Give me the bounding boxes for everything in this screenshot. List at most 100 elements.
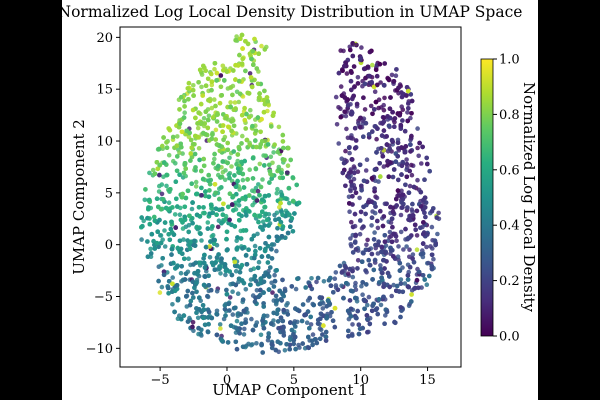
scatter-point	[276, 216, 282, 222]
scatter-point	[239, 61, 245, 67]
scatter-point	[344, 126, 349, 132]
scatter-point	[280, 212, 285, 218]
scatter-point	[242, 105, 247, 111]
scatter-point	[410, 252, 416, 257]
scatter-point	[155, 166, 161, 172]
scatter-point	[361, 95, 366, 100]
scatter-point	[221, 137, 226, 143]
scatter-point	[250, 123, 255, 129]
scatter-point	[187, 315, 192, 321]
scatter-point	[394, 203, 399, 208]
scatter-point	[372, 257, 378, 263]
scatter-point	[268, 265, 273, 270]
scatter-point	[225, 140, 230, 146]
scatter-point	[182, 204, 188, 210]
scatter-point	[345, 271, 351, 277]
scatter-point	[213, 137, 218, 142]
scatter-point	[413, 227, 419, 233]
scatter-point	[294, 182, 300, 188]
scatter-point	[243, 253, 249, 258]
scatter-point	[332, 305, 338, 311]
scatter-point	[219, 220, 224, 226]
scatter-point	[263, 153, 268, 159]
scatter-point	[306, 345, 312, 351]
scatter-point	[384, 201, 389, 207]
scatter-point	[251, 233, 257, 238]
scatter-point	[325, 298, 331, 303]
scatter-point	[213, 103, 218, 109]
scatter-point	[374, 150, 379, 155]
scatter-point	[164, 140, 169, 145]
scatter-point	[407, 168, 413, 174]
scatter-point	[408, 149, 413, 154]
scatter-point	[344, 71, 350, 76]
scatter-point	[364, 313, 370, 318]
scatter-point	[361, 66, 367, 72]
scatter-point	[239, 32, 245, 38]
scatter-point	[396, 244, 401, 249]
scatter-point	[410, 209, 415, 214]
scatter-point	[162, 220, 168, 225]
scatter-point	[351, 176, 357, 182]
scatter-point	[168, 226, 174, 232]
scatter-point	[387, 229, 393, 235]
scatter-point	[399, 145, 404, 150]
scatter-point	[249, 236, 255, 242]
scatter-point	[246, 208, 251, 214]
scatter-point	[386, 123, 392, 129]
scatter-point	[315, 321, 321, 326]
scatter-point	[340, 68, 345, 73]
scatter-point	[391, 254, 396, 259]
scatter-point	[357, 162, 363, 168]
scatter-point	[359, 45, 364, 50]
scatter-point	[409, 162, 414, 168]
scatter-point	[315, 275, 321, 281]
scatter-point	[244, 111, 249, 117]
scatter-point	[211, 237, 216, 243]
scatter-point	[234, 318, 240, 324]
scatter-point	[410, 256, 415, 261]
scatter-point	[206, 283, 212, 288]
scatter-point	[195, 121, 200, 126]
scatter-point	[420, 273, 426, 278]
scatter-point	[409, 299, 414, 304]
scatter-point	[256, 259, 262, 265]
scatter-point	[169, 252, 174, 257]
scatter-point	[405, 273, 411, 278]
scatter-point	[389, 137, 395, 143]
scatter-point	[152, 246, 158, 251]
scatter-point	[268, 154, 274, 160]
scatter-point	[157, 290, 163, 295]
scatter-point	[353, 295, 358, 301]
scatter-point	[363, 211, 368, 217]
scatter-point	[224, 69, 230, 74]
scatter-point	[354, 101, 360, 107]
scatter-point	[386, 77, 392, 83]
scatter-point	[206, 321, 211, 327]
scatter-point	[285, 163, 291, 168]
scatter-point	[312, 337, 318, 342]
scatter-point	[397, 112, 403, 118]
scatter-point	[357, 231, 363, 237]
scatter-point	[273, 217, 278, 222]
scatter-point	[353, 232, 359, 238]
scatter-point	[398, 305, 404, 310]
scatter-point	[256, 51, 262, 56]
scatter-point	[240, 344, 246, 350]
scatter-point	[361, 224, 366, 229]
scatter-point	[375, 242, 381, 248]
scatter-point	[350, 53, 356, 59]
scatter-point	[157, 172, 162, 178]
scatter-point	[295, 307, 300, 313]
scatter-point	[201, 156, 206, 162]
scatter-point	[388, 248, 394, 253]
scatter-point	[381, 281, 387, 287]
scatter-point	[352, 240, 358, 245]
scatter-point	[265, 313, 270, 319]
scatter-point	[364, 157, 370, 162]
scatter-point	[201, 315, 206, 321]
scatter-point	[347, 298, 353, 303]
scatter-point	[198, 231, 203, 237]
scatter-point	[239, 112, 245, 118]
scatter-point	[343, 183, 348, 189]
